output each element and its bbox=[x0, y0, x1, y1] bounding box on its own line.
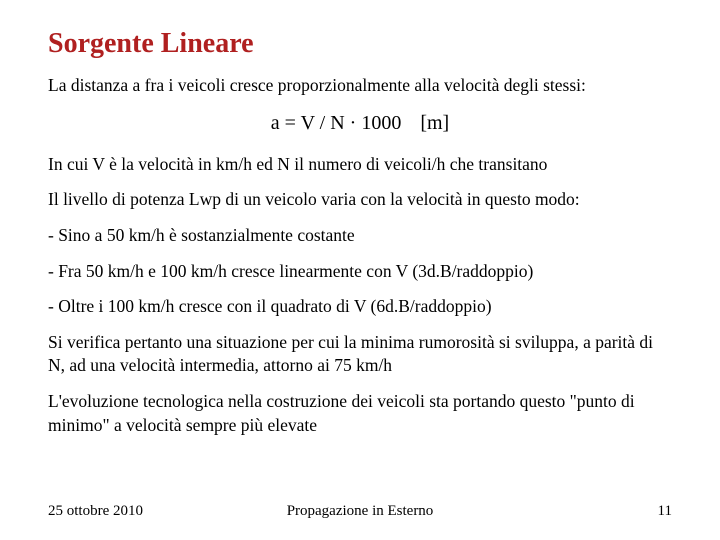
footer-date: 25 ottobre 2010 bbox=[48, 503, 143, 520]
formula: a = V / N · 1000 [m] bbox=[271, 112, 449, 135]
bullet-item-2: - Fra 50 km/h e 100 km/h cresce linearme… bbox=[48, 260, 672, 284]
minimum-paragraph: Si verifica pertanto una situazione per … bbox=[48, 331, 672, 378]
bullet-item-3: - Oltre i 100 km/h cresce con il quadrat… bbox=[48, 295, 672, 319]
bullet-item-1: - Sino a 50 km/h è sostanzialmente costa… bbox=[48, 224, 672, 248]
v-definition-paragraph: In cui V è la velocità in km/h ed N il n… bbox=[48, 153, 672, 177]
formula-row: a = V / N · 1000 [m] bbox=[48, 112, 672, 135]
evolution-paragraph: L'evoluzione tecnologica nella costruzio… bbox=[48, 390, 672, 437]
footer-center: Propagazione in Esterno bbox=[287, 503, 434, 520]
formula-lhs: a = V / N · 1000 bbox=[271, 112, 402, 134]
footer: 25 ottobre 2010 Propagazione in Esterno … bbox=[0, 503, 720, 520]
slide-title: Sorgente Lineare bbox=[48, 28, 672, 60]
formula-unit: [m] bbox=[420, 112, 449, 134]
slide-container: Sorgente Lineare La distanza a fra i vei… bbox=[0, 0, 720, 540]
footer-page-number: 11 bbox=[658, 503, 672, 520]
intro-paragraph: La distanza a fra i veicoli cresce propo… bbox=[48, 74, 672, 98]
lwp-intro-paragraph: Il livello di potenza Lwp di un veicolo … bbox=[48, 188, 672, 212]
